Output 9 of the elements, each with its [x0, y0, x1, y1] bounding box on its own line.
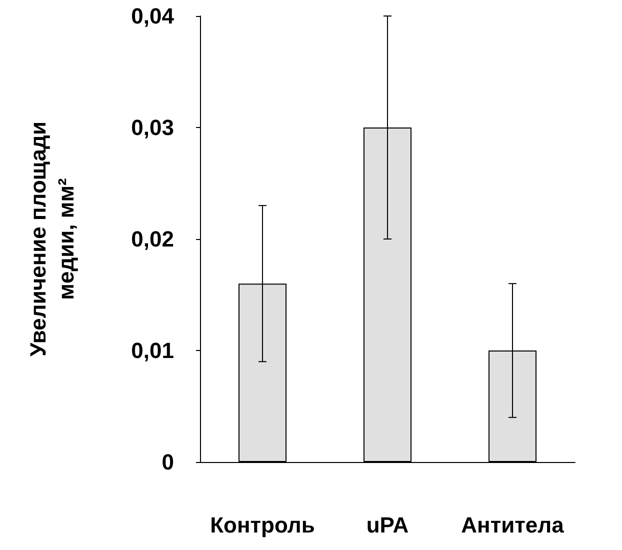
y-tick-label: 0,01 — [131, 338, 174, 363]
y-tick-label: 0 — [162, 450, 174, 474]
y-tick-label: 0,04 — [131, 4, 175, 28]
y-tick-label: 0,02 — [131, 226, 174, 252]
y-axis-title: Увеличение площади медии, мм² — [26, 122, 78, 356]
x-tick-label: Антитела — [461, 512, 565, 538]
y-tick-label: 0,03 — [131, 115, 174, 140]
x-tick-label: uPA — [366, 512, 409, 538]
x-tick-label: Контроль — [210, 512, 315, 538]
